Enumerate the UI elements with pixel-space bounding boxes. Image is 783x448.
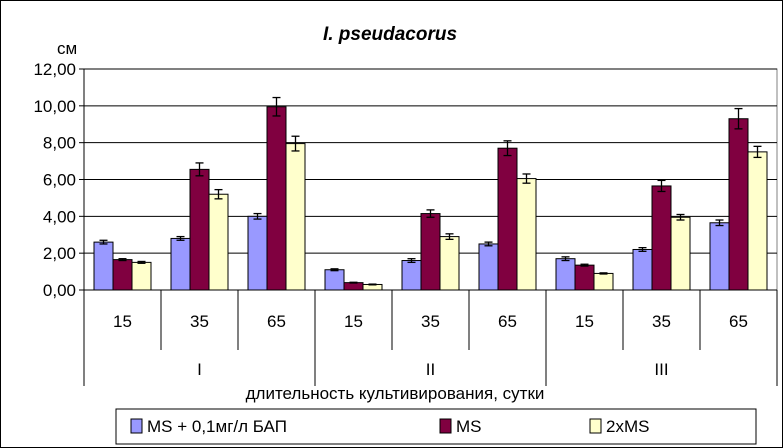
x-tick-label: 35 xyxy=(421,312,440,331)
bar xyxy=(516,178,537,291)
bar xyxy=(247,215,268,291)
legend-box xyxy=(115,408,757,445)
bar xyxy=(709,222,730,291)
chart-title: I. pseudacorus xyxy=(323,24,457,45)
bar xyxy=(401,260,422,291)
y-tick-label: 0,00 xyxy=(43,281,76,300)
bar xyxy=(93,241,114,291)
legend-swatch xyxy=(130,418,143,434)
bar xyxy=(420,213,441,291)
bars xyxy=(93,96,768,291)
legend-swatch xyxy=(439,418,452,434)
x-tick-label: 15 xyxy=(344,312,363,331)
y-tick-label: 2,00 xyxy=(43,244,76,263)
bar xyxy=(170,237,191,291)
bar xyxy=(728,118,749,291)
legend-label: 2xMS xyxy=(606,417,649,436)
bar xyxy=(112,259,133,291)
y-axis-label: см xyxy=(57,39,77,58)
y-tick-label: 8,00 xyxy=(43,134,76,153)
bar xyxy=(285,143,306,291)
bar xyxy=(478,243,499,291)
y-tick-label: 10,00 xyxy=(33,97,76,116)
bar xyxy=(574,264,595,291)
bar xyxy=(131,261,152,291)
legend: MS + 0,1мг/л БАП MS 2xMS xyxy=(115,408,757,445)
bar xyxy=(324,269,345,291)
bar xyxy=(497,147,518,291)
legend-swatch xyxy=(589,418,602,434)
bar xyxy=(266,106,287,291)
bar xyxy=(343,282,364,291)
x-tick-label: 15 xyxy=(113,312,132,331)
x-tick-label: 35 xyxy=(652,312,671,331)
x-tick-label: 65 xyxy=(729,312,748,331)
bar xyxy=(555,258,576,291)
group-label: I xyxy=(197,360,202,379)
x-tick-label: 15 xyxy=(575,312,594,331)
x-tick-label: 35 xyxy=(190,312,209,331)
group-label: II xyxy=(426,360,435,379)
bar xyxy=(593,272,614,291)
bar xyxy=(747,151,768,291)
group-label: III xyxy=(654,360,668,379)
bar xyxy=(189,168,210,291)
y-tick-label: 4,00 xyxy=(43,207,76,226)
bar xyxy=(208,193,229,291)
y-tick-label: 6,00 xyxy=(43,171,76,190)
x-axis-label: длительность культивирования, сутки xyxy=(246,384,545,403)
x-tick-label: 65 xyxy=(498,312,517,331)
legend-label: MS + 0,1мг/л БАП xyxy=(147,417,287,436)
y-axis: 0,00 2,00 4,00 6,00 8,00 10,00 12,00 xyxy=(33,60,85,300)
y-tick-label: 12,00 xyxy=(33,60,76,79)
x-tick-label: 65 xyxy=(267,312,286,331)
bar xyxy=(632,248,653,291)
legend-label: MS xyxy=(456,417,482,436)
bar xyxy=(651,185,672,291)
bar xyxy=(439,236,460,291)
bar xyxy=(670,216,691,291)
x-axis: 15 35 65 15 35 65 15 35 65I II III xyxy=(83,289,778,386)
